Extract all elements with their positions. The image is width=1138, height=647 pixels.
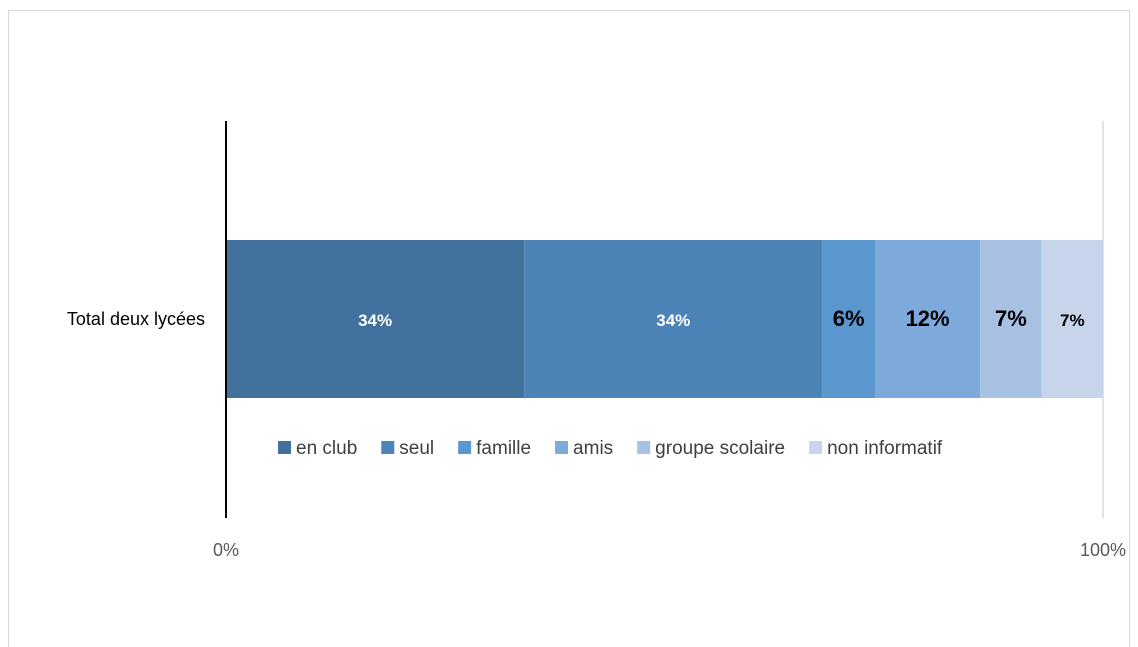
legend-swatch-4 [637,441,651,454]
bar-segment-2 [822,240,875,398]
legend-label-4: groupe scolaire [655,438,785,459]
x-tick-label-0: 0% [213,540,239,560]
data-label-2: 6% [833,306,865,331]
chart-frame [8,10,1130,647]
legend-label-1: seul [399,438,434,459]
data-label-4: 7% [995,306,1027,331]
legend-swatch-2 [458,441,472,454]
legend-swatch-1 [381,441,395,454]
category-label: Total deux lycées [67,309,205,329]
data-label-0: 34% [358,311,392,330]
legend-label-3: amis [573,438,613,459]
bars [226,240,1103,398]
legend-label-0: en club [296,438,357,459]
axis: Total deux lycées 0% 100% [67,121,1126,560]
legend-swatch-0 [278,441,291,454]
bar-segment-5 [1041,240,1103,398]
legend-label-5: non informatif [827,438,943,459]
bar-segment-0 [226,240,525,398]
data-labels: 34% 34% 6% 12% 7% 7% [358,306,1085,331]
bar-segment-1 [524,240,823,398]
x-tick-label-1: 100% [1080,540,1126,560]
legend-label-2: famille [476,438,531,459]
data-label-3: 12% [906,306,950,331]
legend: en club seul famille amis groupe scolaire non… [278,438,943,459]
legend-swatch-3 [555,441,569,454]
bar-segment-3 [874,240,981,398]
legend-swatch-5 [809,441,823,454]
bar-segment-4 [980,240,1042,398]
data-label-1: 34% [656,311,690,330]
data-label-5: 7% [1060,311,1085,330]
